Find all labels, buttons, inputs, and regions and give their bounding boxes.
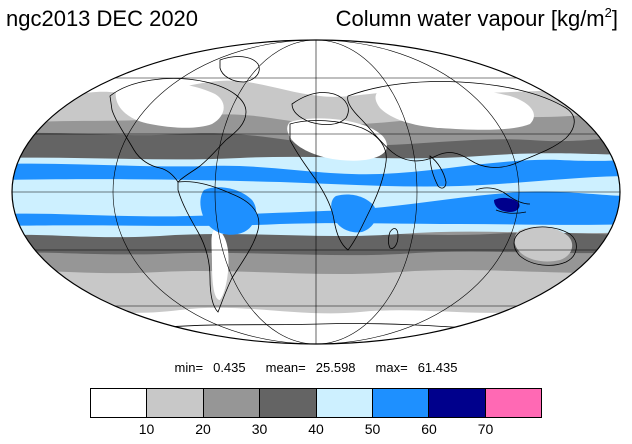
coastlines — [109, 56, 577, 331]
variable-title-close: ] — [611, 6, 618, 31]
statistics-line: min= 0.435 mean= 25.598 max= 61.435 — [0, 360, 632, 376]
mean-label: mean= — [265, 360, 306, 375]
globe-outline — [11, 39, 621, 345]
colorbar-swatch — [203, 389, 261, 417]
coast-maritime-continent — [475, 187, 531, 214]
band-50-60-south — [12, 191, 620, 226]
variable-title-text: Column water vapour [kg/m — [335, 6, 605, 31]
coast-greenland — [219, 56, 260, 83]
colorbar-tick-label: 10 — [138, 421, 155, 437]
max-label: max= — [375, 360, 408, 375]
colorbar-tick-label: 50 — [364, 421, 381, 437]
coast-asia — [347, 81, 575, 168]
colorbar-swatch — [429, 389, 486, 417]
land-dry-sahara — [287, 118, 387, 161]
colorbar-tick-label: 40 — [308, 421, 324, 437]
coast-madagascar — [388, 228, 399, 249]
colorbar-swatch — [147, 389, 204, 417]
coast-north-america — [109, 78, 247, 183]
coast-india — [429, 155, 447, 189]
colorbar — [90, 388, 542, 418]
meridian-east-120 — [112, 40, 520, 344]
meridian-east-60 — [214, 40, 418, 344]
coast-australia — [513, 226, 577, 266]
min-value: 0.435 — [213, 360, 246, 375]
colorbar-tick-label: 30 — [251, 421, 268, 437]
colorbar-swatch — [372, 389, 430, 417]
colorbar-swatch — [91, 389, 148, 417]
coast-south-america — [177, 181, 260, 313]
graticule — [11, 39, 621, 345]
max-value: 61.435 — [417, 360, 458, 375]
land-dry-andes — [211, 229, 229, 300]
variable-title: Column water vapour [kg/m2] — [336, 6, 618, 32]
colorbar-swatch — [316, 389, 373, 417]
coast-antarctica — [139, 323, 501, 331]
colorbar-tick-label: 60 — [421, 421, 437, 437]
band-60-70 — [494, 197, 520, 212]
variable-title-exponent: 2 — [604, 5, 612, 20]
colorbar-tick-label: 70 — [477, 421, 494, 437]
colorbar-swatch — [485, 389, 541, 417]
mean-value: 25.598 — [315, 360, 356, 375]
coast-europe — [291, 92, 349, 126]
colorbar-tick-label: 20 — [195, 421, 211, 437]
colorbar-swatch — [260, 389, 317, 417]
dataset-title: ngc2013 DEC 2020 — [6, 6, 199, 31]
min-label: min= — [174, 360, 204, 375]
world-map — [11, 39, 621, 345]
land-dry-north-america — [115, 81, 224, 128]
land-dry-australia — [514, 226, 573, 262]
land-central-africa — [331, 194, 377, 233]
colorbar-labels: 10 20 30 40 50 60 70 — [90, 420, 542, 438]
